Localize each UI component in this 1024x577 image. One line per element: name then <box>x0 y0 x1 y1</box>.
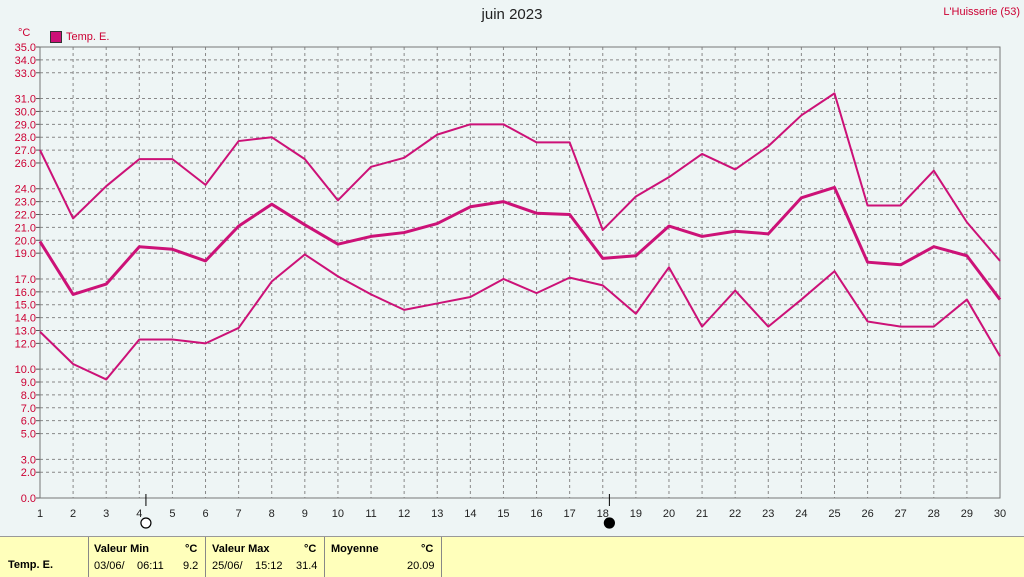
x-tick-label: 10 <box>332 508 344 520</box>
y-tick-label: 17.0 <box>15 274 36 286</box>
summary-row-label: Temp. E. <box>8 559 54 571</box>
y-tick-label: 10.0 <box>15 364 36 376</box>
summary-avg-cell: Moyenne °C 20.09 <box>324 537 441 577</box>
y-tick-label: 35.0 <box>15 42 36 54</box>
y-tick-label: 29.0 <box>15 119 36 131</box>
x-tick-label: 6 <box>202 508 208 520</box>
y-tick-label: 20.0 <box>15 235 36 247</box>
full-moon-icon <box>140 517 152 529</box>
summary-max-cell: Valeur Max °C 25/06/ 15:12 31.4 <box>205 537 324 577</box>
summary-panel: Temp. E. Valeur Min °C 03/06/ 06:11 9.2 … <box>0 536 1024 577</box>
avg-value: 20.09 <box>407 560 435 572</box>
y-tick-label: 15.0 <box>15 300 36 312</box>
y-axis-unit: °C <box>18 27 31 39</box>
min-unit: °C <box>185 543 198 555</box>
x-tick-label: 21 <box>696 508 708 520</box>
x-tick-label: 23 <box>762 508 774 520</box>
x-tick-label: 19 <box>630 508 642 520</box>
x-tick-label: 28 <box>928 508 940 520</box>
x-tick-label: 4 <box>136 508 142 520</box>
x-tick-label: 20 <box>663 508 675 520</box>
avg-header: Moyenne <box>331 543 379 555</box>
y-tick-label: 24.0 <box>15 184 36 196</box>
y-tick-label: 16.0 <box>15 287 36 299</box>
x-tick-label: 8 <box>269 508 275 520</box>
new-moon-icon <box>603 517 615 529</box>
x-tick-label: 12 <box>398 508 410 520</box>
y-tick-label: 12.0 <box>15 338 36 350</box>
y-tick-label: 6.0 <box>21 416 36 428</box>
y-tick-label: 33.0 <box>15 68 36 80</box>
y-tick-label: 27.0 <box>15 145 36 157</box>
plot-frame <box>39 46 1001 499</box>
x-tick-label: 27 <box>895 508 907 520</box>
legend-swatch <box>50 31 62 43</box>
x-tick-label: 15 <box>497 508 509 520</box>
summary-spacer <box>441 537 1024 577</box>
min-date: 03/06/ <box>94 560 125 572</box>
y-tick-label: 22.0 <box>15 210 36 222</box>
max-unit: °C <box>304 543 317 555</box>
max-value: 31.4 <box>296 560 318 572</box>
y-tick-label: 3.0 <box>21 454 36 466</box>
y-tick-label: 2.0 <box>21 467 36 479</box>
min-header: Valeur Min <box>94 543 150 555</box>
x-tick-label: 11 <box>365 508 376 520</box>
x-tick-label: 29 <box>961 508 973 520</box>
max-header: Valeur Max <box>212 543 270 555</box>
x-tick-label: 9 <box>302 508 308 520</box>
y-tick-label: 23.0 <box>15 197 36 209</box>
y-tick-label: 13.0 <box>15 325 36 337</box>
moon-phases <box>140 494 615 529</box>
y-tick-label: 30.0 <box>15 106 36 118</box>
y-tick-label: 9.0 <box>21 377 36 389</box>
x-tick-label: 13 <box>431 508 443 520</box>
summary-min-cell: Valeur Min °C 03/06/ 06:11 9.2 <box>88 537 205 577</box>
x-tick-label: 26 <box>861 508 873 520</box>
min-time: 06:11 <box>137 560 164 572</box>
y-tick-label: 34.0 <box>15 55 36 67</box>
x-tick-label: 24 <box>795 508 807 520</box>
x-tick-label: 17 <box>564 508 576 520</box>
series-line-max <box>39 92 1001 262</box>
x-tick-label: 30 <box>994 508 1006 520</box>
min-value: 9.2 <box>183 560 199 572</box>
grid <box>40 47 1000 498</box>
chart-title: juin 2023 <box>481 6 543 23</box>
max-time: 15:12 <box>255 560 283 572</box>
x-tick-label: 7 <box>236 508 242 520</box>
x-tick-label: 25 <box>828 508 840 520</box>
series-line-mean <box>38 185 1002 301</box>
legend-label: Temp. E. <box>66 31 110 43</box>
y-tick-label: 26.0 <box>15 158 36 170</box>
axes: 1 2 3 4 5 6 7 8 9 10 11 12 13 14 15 16 17 18 19 20 21 22 23 24 2… <box>15 42 1007 520</box>
max-date: 25/06/ <box>212 560 243 572</box>
x-tick-label: 22 <box>729 508 741 520</box>
x-tick-label: 14 <box>464 508 476 520</box>
series <box>38 92 1002 381</box>
x-tick-label: 16 <box>530 508 542 520</box>
x-tick-label: 1 <box>37 508 43 520</box>
x-tick-label: 3 <box>103 508 109 520</box>
y-tick-label: 21.0 <box>15 222 36 234</box>
x-tick-label: 2 <box>70 508 76 520</box>
x-tick-label: 5 <box>169 508 175 520</box>
y-tick-label: 19.0 <box>15 248 36 260</box>
x-tick-label: 18 <box>597 508 609 520</box>
station-name: L'Huisserie (53) <box>943 6 1020 18</box>
y-tick-label: 31.0 <box>15 94 36 106</box>
chart-legend: Temp. E. <box>50 31 109 43</box>
temperature-chart: 1 2 3 4 5 6 7 8 9 10 11 12 13 14 15 16 17 18 19 20 21 22 23 24 2… <box>15 42 1007 529</box>
y-tick-label: 0.0 <box>21 493 36 505</box>
y-tick-label: 5.0 <box>21 429 36 441</box>
y-tick-label: 14.0 <box>15 313 36 325</box>
y-tick-label: 8.0 <box>21 390 36 402</box>
avg-unit: °C <box>421 543 434 555</box>
y-tick-label: 28.0 <box>15 132 36 144</box>
series-line-min <box>39 253 1001 381</box>
y-tick-label: 7.0 <box>21 403 36 415</box>
